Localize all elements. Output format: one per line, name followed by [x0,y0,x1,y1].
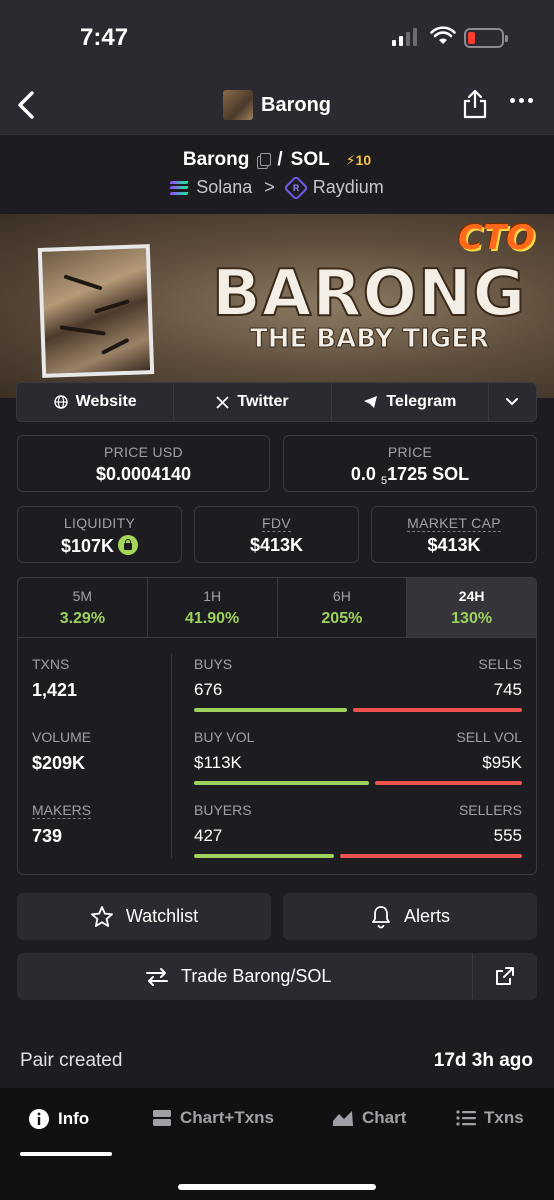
quote-token: SOL [290,149,330,170]
home-indicator [178,1184,376,1190]
x-logo-icon [216,395,229,409]
status-bar: 7:47 [0,0,554,76]
price-usd-card: PRICE USD $0.0004140 [17,435,270,492]
dex-name[interactable]: Raydium [312,177,384,197]
pair-created-label: Pair created [20,1050,123,1071]
battery-icon [464,28,508,48]
alerts-button[interactable]: Alerts [283,893,537,940]
website-link[interactable]: Website [17,383,175,421]
divider [171,654,172,858]
cellular-signal-icon [392,28,417,46]
nav-bar: Barong [0,76,554,134]
tab-txns[interactable]: Txns [456,1108,524,1128]
tab-chart-txns[interactable]: Chart+Txns [152,1108,274,1128]
liquidity-card: LIQUIDITY $107K [17,506,182,563]
raydium-icon: R [283,174,309,201]
timeframe-tabs: 5M 3.29% 1H 41.90% 6H 205% 24H 130% [18,578,536,638]
lock-icon[interactable] [118,535,139,555]
price-native-value: 0.0 51725 SOL [350,464,470,487]
buyers-sellers-stat: BUYERS SELLERS 427 555 [194,802,522,874]
back-arrow-icon[interactable] [12,88,42,122]
watchlist-button[interactable]: Watchlist [17,893,271,940]
solana-icon [169,180,189,195]
banner-headline: BARONG [211,257,527,331]
fdv-value: $413K [249,535,304,555]
share-icon[interactable] [462,88,488,120]
info-icon [29,1109,49,1129]
tab-24h[interactable]: 24H 130% [407,578,536,637]
chevron-right-icon: > [264,177,275,197]
list-icon [456,1110,476,1126]
liquidity-value: $107K [60,536,115,556]
buy-sell-volume-bar [194,781,522,785]
globe-icon [53,395,68,409]
external-link-button[interactable] [472,953,536,999]
market-cap-value: $413K [427,535,481,555]
pair-header: Barong / SOL ⚡10 Solana > R Raydium [0,134,554,214]
tab-chart[interactable]: Chart [332,1108,406,1128]
buy-sell-volume-stat: BUY VOL SELL VOL $113K $95K [194,729,522,802]
pair-separator: / [277,149,283,170]
chain-name[interactable]: Solana [196,177,253,197]
tab-1h[interactable]: 1H 41.90% [148,578,278,637]
token-banner [0,214,554,398]
nav-title: Barong [261,93,331,116]
buys-sells-stat: BUYS SELLS 676 745 [194,656,522,729]
layout-split-icon [153,1110,171,1126]
telegram-link[interactable]: Telegram [332,383,489,421]
boost-badge[interactable]: ⚡10 [345,151,372,168]
banner-subline: THE BABY TIGER [249,324,490,355]
status-time: 7:47 [80,24,129,51]
star-icon [90,905,113,927]
external-link-icon [495,967,514,985]
market-cap-card: MARKET CAP $413K [371,506,537,563]
pair-created-value: 17d 3h ago [433,1050,533,1071]
tiger-photo [37,244,155,378]
fdv-card: FDV $413K [194,506,359,563]
txns-stat: TXNS 1,421 [32,656,78,700]
buyers-sellers-bar [194,854,522,858]
tab-info[interactable]: Info [28,1108,89,1130]
swap-arrows-icon [146,967,168,986]
token-avatar [223,90,253,120]
tab-5m[interactable]: 5M 3.29% [18,578,148,637]
social-links: Website Twitter Telegram [16,382,537,422]
base-token: Barong [182,149,250,170]
cto-badge: CTO [458,218,536,258]
makers-stat: MAKERS 739 [32,802,92,846]
active-tab-indicator [20,1152,112,1156]
buys-sells-bar [194,708,522,712]
price-native-card: PRICE 0.0 51725 SOL [283,435,537,492]
chevron-down-icon [506,398,519,406]
volume-stat: VOLUME $209K [32,729,92,773]
wifi-icon [430,26,456,44]
more-options-icon[interactable] [510,98,533,103]
area-chart-icon [333,1111,353,1126]
tab-6h[interactable]: 6H 205% [278,578,408,637]
twitter-link[interactable]: Twitter [174,383,332,421]
stats-panel: 5M 3.29% 1H 41.90% 6H 205% 24H 130% TXNS 1,42… [17,577,537,875]
more-links-dropdown[interactable] [489,383,536,421]
copy-icon[interactable] [257,153,272,169]
bell-icon [372,905,390,928]
price-usd-value: $0.0004140 [95,464,192,484]
telegram-icon [364,396,378,408]
trade-button[interactable]: Trade Barong/SOL [17,953,537,1000]
bottom-tab-bar: Info Chart+Txns Chart Txns [0,1088,554,1200]
